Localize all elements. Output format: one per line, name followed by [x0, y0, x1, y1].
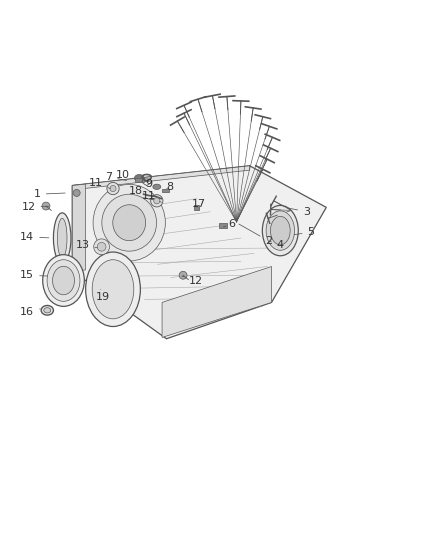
- Text: 10: 10: [116, 171, 135, 180]
- Polygon shape: [162, 266, 272, 337]
- Text: 15: 15: [20, 270, 48, 280]
- Polygon shape: [72, 166, 250, 190]
- Ellipse shape: [42, 255, 84, 306]
- Text: 18: 18: [129, 186, 148, 196]
- Ellipse shape: [53, 266, 74, 295]
- Ellipse shape: [134, 174, 144, 182]
- Circle shape: [154, 198, 160, 204]
- Polygon shape: [219, 223, 227, 228]
- Circle shape: [94, 239, 110, 255]
- Ellipse shape: [86, 252, 140, 327]
- Ellipse shape: [113, 205, 145, 241]
- Text: 11: 11: [142, 191, 156, 201]
- Ellipse shape: [270, 216, 290, 245]
- Ellipse shape: [44, 308, 51, 313]
- Text: 17: 17: [192, 199, 206, 209]
- Text: 12: 12: [21, 203, 49, 212]
- Ellipse shape: [47, 260, 80, 301]
- Polygon shape: [135, 178, 144, 182]
- Ellipse shape: [153, 184, 161, 189]
- Text: 1: 1: [34, 189, 65, 199]
- Circle shape: [110, 185, 116, 191]
- Ellipse shape: [53, 213, 71, 263]
- Ellipse shape: [57, 219, 67, 258]
- Text: 19: 19: [96, 289, 110, 302]
- Polygon shape: [72, 184, 85, 271]
- Ellipse shape: [262, 205, 298, 256]
- Polygon shape: [72, 166, 326, 339]
- Text: 16: 16: [20, 308, 40, 318]
- Circle shape: [107, 182, 119, 195]
- Circle shape: [42, 202, 50, 210]
- Ellipse shape: [93, 184, 165, 261]
- Text: 3: 3: [287, 207, 310, 217]
- Ellipse shape: [102, 194, 156, 251]
- Text: 5: 5: [294, 228, 314, 237]
- Circle shape: [97, 243, 106, 251]
- Polygon shape: [194, 205, 199, 211]
- Ellipse shape: [266, 211, 294, 251]
- Text: 12: 12: [182, 276, 203, 286]
- Circle shape: [73, 189, 80, 197]
- Text: 6: 6: [223, 219, 236, 229]
- Circle shape: [151, 195, 163, 207]
- Ellipse shape: [41, 305, 53, 315]
- Circle shape: [179, 271, 187, 279]
- Text: 13: 13: [75, 240, 97, 251]
- Text: 4: 4: [269, 240, 284, 251]
- Text: 11: 11: [88, 178, 110, 189]
- Text: 7: 7: [105, 172, 127, 182]
- Text: 14: 14: [20, 232, 49, 242]
- Text: 8: 8: [166, 182, 173, 192]
- Ellipse shape: [92, 260, 134, 319]
- Text: 2: 2: [239, 224, 272, 246]
- Text: 9: 9: [145, 179, 152, 189]
- Polygon shape: [162, 189, 169, 192]
